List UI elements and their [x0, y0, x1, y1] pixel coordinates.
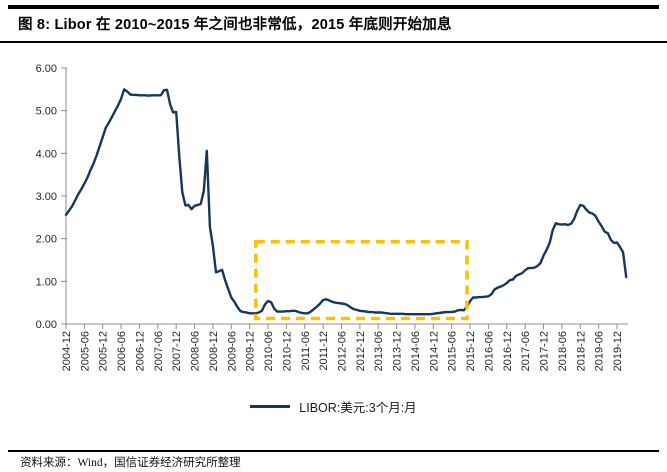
y-tick-label: 3.00 [36, 191, 57, 203]
x-tick-label: 2006-06 [116, 331, 128, 371]
libor-line [64, 88, 628, 316]
footer-divider [8, 450, 659, 452]
x-tick-label: 2007-12 [171, 331, 183, 371]
x-tick-label: 2010-06 [263, 331, 275, 371]
x-tick-label: 2013-12 [392, 331, 404, 371]
page-title: 图 8: Libor 在 2010~2015 年之间也非常低，2015 年底则开… [18, 17, 452, 33]
x-tick-label: 2009-06 [226, 331, 238, 371]
x-tick-label: 2015-06 [447, 331, 459, 371]
x-tick-label: 2011-12 [318, 331, 330, 371]
top-rule [8, 5, 659, 9]
legend-line-swatch [250, 405, 291, 408]
x-tick-label: 2010-12 [281, 331, 293, 371]
x-tick-label: 2004-12 [61, 331, 73, 371]
y-tick-label: 0.00 [36, 319, 57, 331]
chart-legend: LIBOR:美元:3个月:月 [0, 397, 667, 416]
x-tick-label: 2019-12 [612, 331, 624, 371]
x-tick-label: 2005-06 [79, 331, 91, 371]
x-tick-label: 2014-06 [410, 331, 422, 371]
x-tick-label: 2018-12 [575, 331, 587, 371]
x-tick-label: 2005-12 [98, 331, 110, 371]
y-tick-label: 5.00 [36, 106, 57, 118]
x-tick-label: 2008-12 [208, 331, 220, 371]
legend-label: LIBOR:美元:3个月:月 [299, 401, 417, 415]
highlight-box [254, 239, 469, 321]
x-tick-label: 2018-06 [557, 331, 569, 371]
source-note: 资料来源：Wind，国信证券经济研究所整理 [20, 457, 241, 469]
x-tick-label: 2016-06 [483, 331, 495, 371]
x-tick-label: 2011-06 [300, 331, 312, 371]
x-tick-label: 2008-06 [190, 331, 202, 371]
x-tick-label: 2015-12 [465, 331, 477, 371]
x-tick-label: 2012-12 [355, 331, 367, 371]
x-tick-label: 2014-12 [428, 331, 440, 371]
x-tick-label: 2013-06 [373, 331, 385, 371]
x-tick-label: 2016-12 [502, 331, 514, 371]
y-tick-label: 2.00 [36, 234, 57, 246]
x-tick-label: 2009-12 [245, 331, 257, 371]
y-tick-label: 4.00 [36, 148, 57, 160]
x-tick-label: 2017-12 [539, 331, 551, 371]
y-tick-label: 1.00 [36, 276, 57, 288]
x-tick-label: 2006-12 [134, 331, 146, 371]
title-divider [0, 41, 667, 43]
y-tick-label: 6.00 [36, 63, 57, 75]
x-tick-label: 2007-06 [153, 331, 165, 371]
x-tick-label: 2019-06 [594, 331, 606, 371]
x-tick-label: 2017-06 [520, 331, 532, 371]
x-tick-label: 2012-06 [337, 331, 349, 371]
